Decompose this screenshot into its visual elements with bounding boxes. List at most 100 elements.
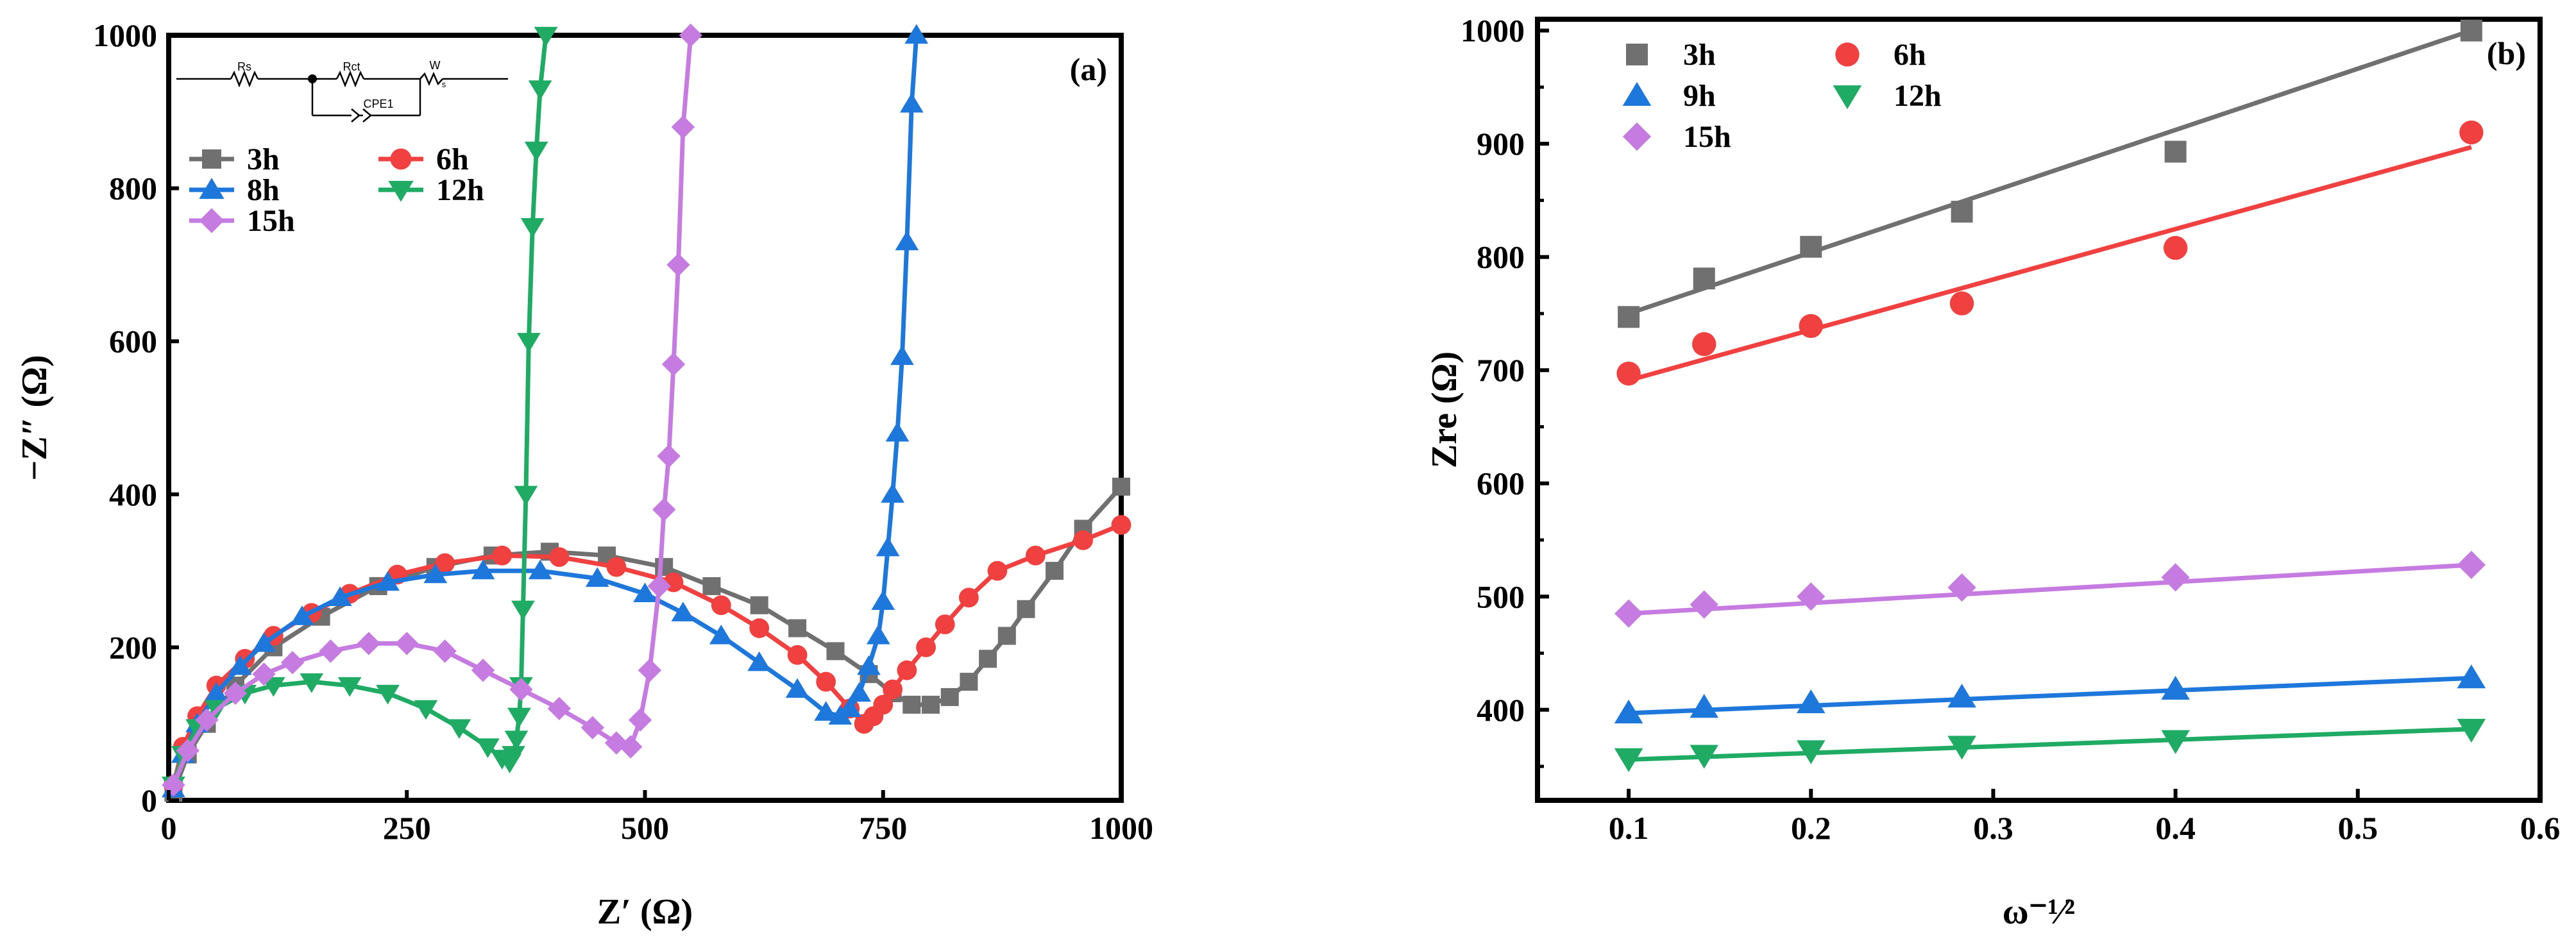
data-point	[749, 618, 770, 638]
data-point	[702, 577, 721, 595]
x-tick-label: 0.3	[1973, 810, 2013, 846]
fit-line	[1627, 28, 2472, 316]
data-point	[785, 678, 809, 698]
data-point	[447, 719, 471, 739]
series-3h	[1618, 19, 2482, 328]
data-point	[871, 590, 895, 610]
data-point	[935, 614, 955, 635]
data-point	[671, 115, 695, 139]
legend-label: 6h	[1894, 38, 1926, 72]
legend-marker	[202, 149, 221, 169]
label-rs: Rs	[237, 60, 251, 73]
data-point	[847, 682, 871, 702]
data-series-group	[1614, 19, 2486, 772]
legend-label: 8h	[247, 173, 280, 207]
data-point	[1614, 599, 1643, 628]
warburg-element	[419, 71, 443, 87]
y-tick-label: 200	[109, 629, 157, 665]
data-point	[2460, 19, 2482, 42]
axis-ticks: 0 250 500 750 1000 0 200 400 600 800 1000	[93, 17, 1153, 846]
data-point	[1112, 477, 1130, 496]
y-tick-label: 1000	[93, 17, 157, 53]
data-point	[376, 684, 400, 705]
data-point	[666, 253, 690, 277]
data-point	[2457, 718, 2486, 743]
legend-item: 8h	[189, 173, 280, 207]
label-w-subscript: s	[442, 80, 446, 89]
data-point	[1796, 689, 1826, 714]
y-tick-label: 800	[1477, 239, 1525, 275]
legend-item: 15h	[189, 204, 295, 238]
data-point	[395, 632, 419, 655]
data-point	[195, 708, 219, 732]
legend: 3h 6h 9h 12h 15h	[1622, 38, 1942, 154]
data-point	[2163, 235, 2188, 260]
data-point	[1947, 684, 1976, 708]
legend-item: 3h	[189, 142, 280, 176]
data-point	[1693, 267, 1715, 290]
x-tick-label: 0.4	[2155, 810, 2196, 846]
data-point	[528, 80, 552, 101]
data-point	[547, 696, 572, 721]
legend-marker	[390, 148, 412, 170]
panel-label: (b)	[2487, 35, 2526, 71]
data-point	[604, 731, 629, 755]
data-point	[959, 587, 979, 608]
x-tick-label: 750	[859, 810, 907, 846]
data-point	[1616, 361, 1641, 386]
data-point	[922, 695, 940, 714]
data-point	[476, 738, 500, 758]
data-point	[857, 655, 881, 675]
legend-marker	[1835, 42, 1860, 67]
y-tick-label: 400	[1477, 692, 1525, 728]
cpe-symbol	[362, 108, 372, 122]
data-point	[252, 632, 276, 652]
data-point	[1951, 201, 1973, 223]
data-point	[509, 677, 533, 702]
y-axis-title: −Z″ (Ω)	[15, 355, 55, 480]
data-point	[628, 708, 652, 732]
data-point	[176, 739, 199, 763]
data-point	[866, 625, 890, 645]
data-point	[1614, 699, 1643, 724]
data-point	[511, 600, 535, 621]
legend-item: 15h	[1622, 120, 1731, 154]
data-point	[709, 625, 733, 645]
series-line	[171, 485, 1123, 794]
data-point	[1614, 748, 1643, 772]
data-point	[1017, 600, 1035, 618]
data-point	[549, 547, 570, 568]
data-point	[647, 574, 671, 598]
series-8h	[162, 24, 929, 798]
legend-item: 9h	[1622, 79, 1716, 113]
data-point	[204, 682, 228, 702]
data-point	[1690, 590, 1718, 619]
data-point	[816, 671, 836, 692]
data-point	[883, 679, 902, 700]
data-point	[657, 444, 681, 468]
data-point	[881, 483, 904, 503]
legend-item: 3h	[1626, 38, 1716, 72]
data-point	[524, 141, 548, 162]
data-point	[2161, 563, 2190, 592]
series-15h	[162, 23, 702, 797]
data-point	[987, 560, 1008, 581]
legend-marker	[388, 180, 414, 202]
series-9h	[1614, 664, 2486, 724]
data-point	[838, 697, 862, 717]
legend-label: 3h	[1683, 38, 1716, 72]
data-point	[585, 567, 609, 587]
data-point	[619, 735, 643, 759]
data-point	[916, 637, 936, 657]
fit-line	[1628, 675, 2472, 716]
data-point	[580, 716, 605, 739]
data-point	[671, 602, 695, 621]
data-point	[376, 571, 400, 591]
x-tick-label: 0.5	[2338, 810, 2378, 846]
legend-label: 9h	[1683, 79, 1716, 113]
legend-item: 6h	[378, 142, 469, 176]
series-6h	[1616, 120, 2484, 386]
data-point	[997, 627, 1016, 645]
legend-label: 3h	[247, 142, 280, 176]
